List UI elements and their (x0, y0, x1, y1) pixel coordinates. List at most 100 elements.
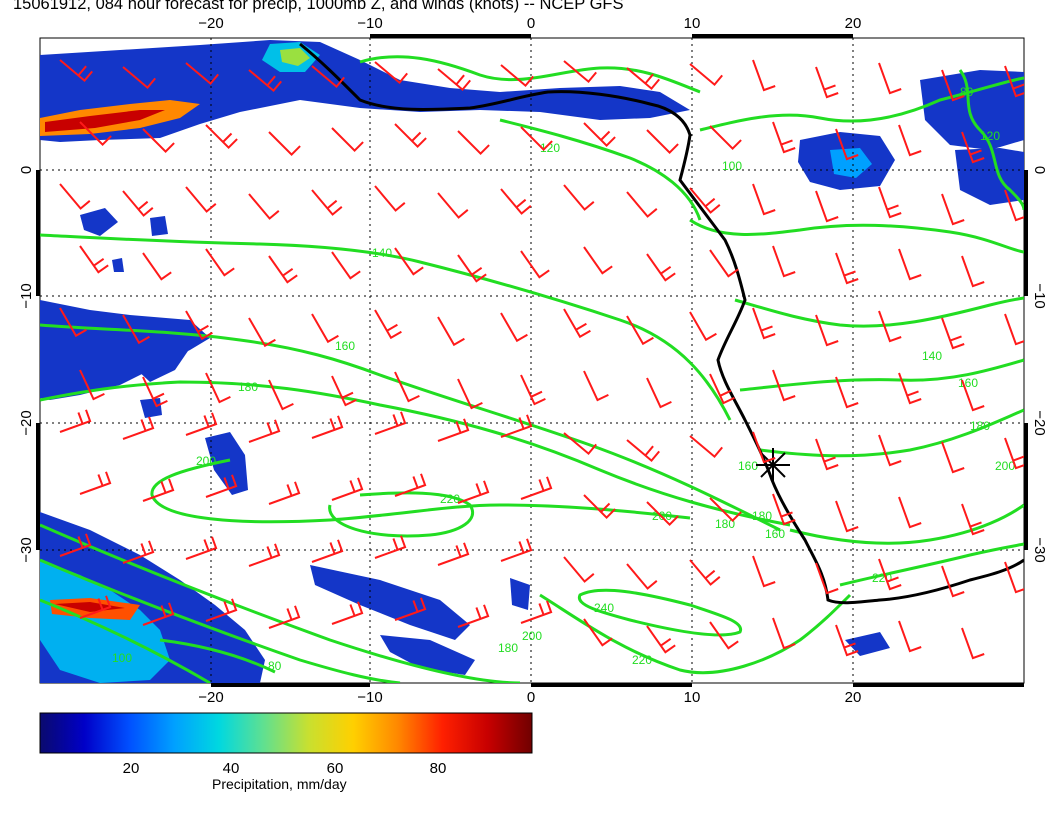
wind-barb (374, 185, 406, 212)
axis-band-right (1024, 170, 1028, 296)
precip-area-southcentral-3 (510, 578, 530, 610)
precip-area-west-2 (135, 335, 190, 382)
contour-160 (40, 323, 781, 532)
contour-160-south (40, 598, 211, 683)
wind-barb (646, 625, 676, 654)
axis-band-top (370, 34, 531, 38)
wind-barb (835, 624, 859, 657)
height-contours (40, 55, 1024, 683)
colorbar-tick-label: 40 (223, 760, 240, 777)
wind-barb (457, 480, 490, 504)
wind-barb (961, 255, 985, 288)
wind-barb (437, 316, 465, 347)
wind-barb (689, 311, 717, 342)
left-latitude-labels: 0 −10 −20 −30 (18, 166, 35, 563)
wind-barb (520, 250, 550, 279)
wind-barb (331, 375, 357, 407)
contour-label: 100 (112, 651, 132, 665)
lat-tick-label-right: 0 (1031, 166, 1048, 174)
wind-barb (248, 419, 281, 443)
wind-barb (689, 559, 721, 586)
precip-speck-2 (150, 216, 168, 236)
precip-area-north-band (40, 40, 690, 142)
contour-label: 80 (268, 659, 282, 673)
wind-barb (878, 558, 902, 591)
wind-barb (520, 600, 553, 624)
wind-barb (563, 184, 595, 211)
wind-barb (268, 605, 301, 629)
wind-barb (626, 439, 660, 463)
contour-land-2 (689, 218, 1024, 254)
contour-label: 120 (980, 129, 1000, 143)
wind-barb (772, 121, 796, 154)
wind-barb (311, 415, 344, 439)
contour-label: 220 (872, 571, 892, 585)
wind-barb (248, 193, 280, 220)
wind-barb (878, 186, 902, 219)
wind-barb (59, 409, 92, 433)
wind-barb (311, 313, 339, 344)
precip-area-south-east (845, 632, 890, 656)
precip-core-southwest (40, 560, 170, 683)
wind-barb (898, 248, 922, 281)
colorbar-tick-label: 20 (123, 760, 140, 777)
contour-label: 160 (335, 339, 355, 353)
contour-240 (577, 588, 743, 637)
wind-barb (122, 416, 155, 440)
wind-barb (646, 253, 676, 282)
contour-land-5 (759, 408, 1024, 458)
wind-barb (835, 128, 859, 161)
wind-barb (520, 476, 553, 500)
wind-barb (268, 481, 301, 505)
lat-tick-label-left: −10 (18, 283, 35, 308)
wind-barb (268, 379, 294, 411)
wind-barb (374, 411, 407, 435)
wind-barb (709, 125, 742, 151)
wind-barb (122, 190, 154, 217)
wind-barb (815, 314, 839, 347)
coastline (299, 42, 1024, 605)
lat-tick-label-right: −10 (1031, 283, 1048, 308)
page-title: 15061912, 084 hour forecast for precip, … (13, 0, 624, 13)
wind-barb (185, 412, 218, 436)
wind-barb (520, 126, 553, 152)
wind-barb (835, 252, 859, 285)
wind-barb (752, 59, 776, 92)
wind-barb (142, 252, 172, 281)
wind-barb (142, 602, 175, 626)
precipitation-layer (40, 40, 1024, 683)
wind-barb (563, 556, 595, 583)
contour-180 (40, 380, 791, 527)
axis-band-bottom (211, 683, 370, 687)
wind-barb (941, 69, 965, 102)
wind-barb (311, 65, 345, 89)
contour-northeast-wiggle (958, 69, 1024, 211)
contour-80-southwest (159, 638, 276, 674)
wind-barb (709, 373, 735, 405)
lon-tick-label-top: 0 (527, 15, 535, 32)
wind-barb (709, 621, 739, 650)
wind-barb (500, 414, 533, 438)
contour-label: 140 (372, 246, 392, 260)
contour-label: 180 (715, 517, 735, 531)
contour-220-west (328, 491, 474, 538)
wind-barb (961, 503, 985, 536)
lon-tick-label-bottom: −10 (357, 689, 382, 706)
precip-area-midwest (205, 432, 248, 495)
wind-barb (941, 317, 965, 350)
wind-barb (772, 617, 796, 650)
contour-180-south (40, 558, 401, 683)
wind-barb (815, 190, 839, 223)
wind-barb (394, 597, 427, 621)
wind-barb (689, 435, 723, 459)
wind-barbs (59, 59, 1024, 660)
contour-200-south (40, 523, 521, 683)
wind-barb (626, 315, 654, 346)
wind-barb (520, 374, 546, 406)
wind-barb (248, 317, 276, 348)
colorbar: 20 40 60 80 (39, 712, 533, 777)
wind-barb (142, 376, 168, 408)
wind-barb (394, 371, 420, 403)
wind-barb (457, 254, 487, 283)
axis-band-left (36, 170, 40, 296)
